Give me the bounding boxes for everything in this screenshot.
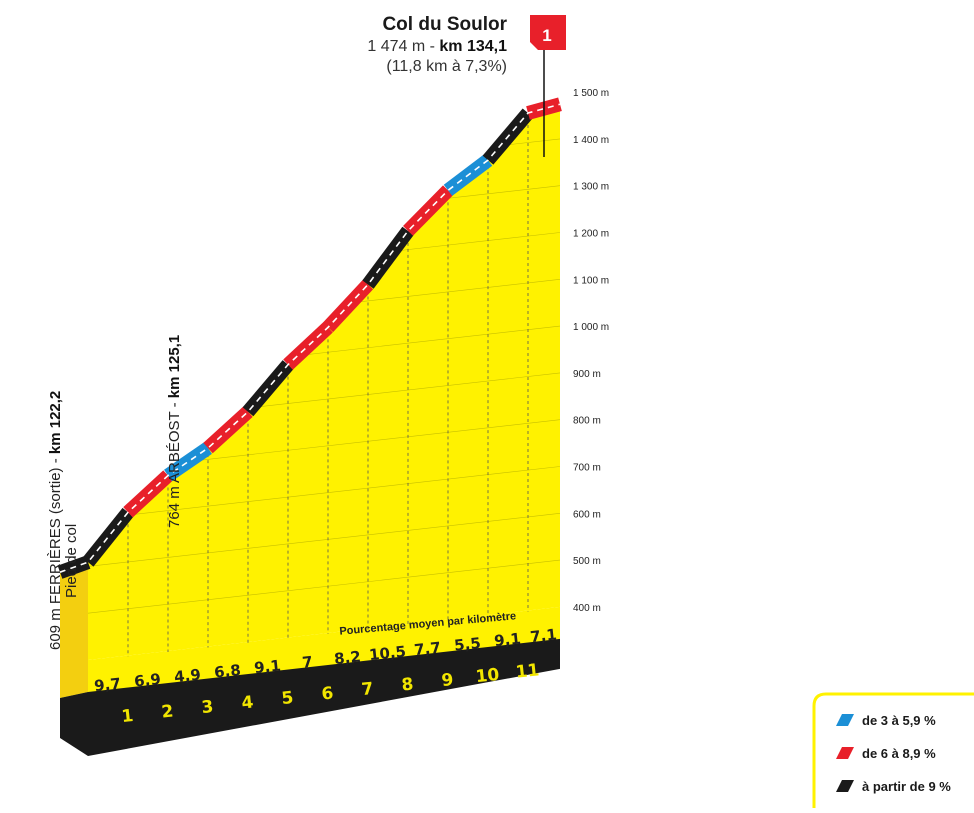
gradient-label-3: 4,9 (173, 665, 201, 686)
y-tick-label: 800 m (573, 416, 601, 427)
y-tick-label: 900 m (573, 369, 601, 380)
y-tick-label: 400 m (573, 603, 601, 614)
y-tick-label: 500 m (573, 556, 601, 567)
base-band (60, 638, 560, 756)
legend-label-1: de 3 à 5,9 % (862, 713, 936, 728)
km-label-5: 5 (281, 688, 295, 709)
km-label-8: 8 (401, 674, 415, 695)
gradient-label-1: 9,7 (93, 674, 121, 695)
mid-label-km: km 125,1 (166, 335, 183, 398)
gradient-label-7: 8,2 (333, 647, 361, 668)
legend-border (812, 692, 974, 808)
start-label-line1: 609 m FERRIÈRES (sortie) - km 122,2 (47, 391, 64, 650)
km-labels: 1 2 3 4 5 6 7 8 9 10 11 (121, 660, 541, 727)
summit-climb-info: (11,8 km à 7,3%) (386, 58, 507, 75)
base-band-layer (60, 638, 560, 756)
km-label-11: 11 (515, 660, 541, 682)
profile-area (88, 104, 560, 660)
km-label-1: 1 (121, 706, 135, 727)
mid-label-text: 764 m ARBÉOST - km 125,1 (166, 335, 183, 528)
km-label-3: 3 (201, 697, 215, 718)
summit-name: Col du Soulor (382, 14, 507, 35)
summit-separator: - (425, 38, 439, 55)
summit-flag (530, 15, 566, 50)
km-label-4: 4 (241, 692, 255, 713)
y-tick-label: 700 m (573, 463, 601, 474)
gradient-label-5: 9,1 (253, 656, 281, 677)
gridline (88, 513, 560, 567)
gradient-labels: 9,7 6,9 4,9 6,8 9,1 7 8,2 10,5 7,7 5,5 9,1 7,1 (93, 625, 557, 695)
gradient-label-8: 10,5 (368, 642, 407, 664)
legend-label-3: à partir de 9 % (862, 779, 951, 794)
y-tick-label: 1 200 m (573, 229, 609, 240)
summit-details: 1 474 m - km 134,1 (367, 38, 507, 55)
summit-flag-number: 1 (542, 26, 551, 45)
profile-front-face (60, 562, 88, 698)
road-segment-8 (362, 226, 414, 289)
mid-label: 764 m ARBÉOST - km 125,1 (166, 335, 183, 528)
road-centre-line (59, 103, 561, 573)
gridline (88, 466, 560, 520)
mid-label-prefix: 764 m ARBÉOST (166, 411, 183, 528)
y-tick-label: 1 000 m (573, 322, 609, 333)
start-label-line2: Pied de col (63, 524, 80, 598)
km-label-10: 10 (475, 665, 501, 687)
gradient-label-12: 7,1 (529, 625, 557, 646)
gridline (88, 104, 560, 146)
km-label-2: 2 (161, 701, 175, 722)
km-label-9: 9 (441, 670, 455, 691)
gradient-label-10: 5,5 (453, 634, 481, 655)
start-label-sep: - (47, 454, 64, 467)
y-tick-label: 1 300 m (573, 182, 609, 193)
start-label: 609 m FERRIÈRES (sortie) - km 122,2 Pied… (47, 391, 80, 650)
summit-km: km 134,1 (439, 38, 507, 55)
gradient-label-6: 7 (301, 653, 313, 672)
legend-label-2: de 6 à 8,9 % (862, 746, 936, 761)
y-axis-labels: 400 m 500 m 600 m 700 m 800 m 900 m 1 000 m 1 1… (573, 88, 609, 614)
gradient-label-9: 7,7 (413, 638, 441, 659)
gridline (88, 559, 560, 614)
legend-swatch-2 (836, 747, 854, 759)
mid-label-sep: - (166, 398, 183, 411)
legend-items: de 3 à 5,9 % de 6 à 8,9 % à partir de 9 % (836, 713, 951, 794)
start-label-km: km 122,2 (47, 391, 64, 454)
legend: de 3 à 5,9 % de 6 à 8,9 % à partir de 9 % (812, 692, 974, 808)
start-label-prefix: 609 m FERRIÈRES (sortie) (47, 467, 64, 650)
y-tick-label: 1 500 m (573, 88, 609, 99)
km-label-6: 6 (321, 683, 335, 704)
gradient-label-2: 6,9 (133, 670, 161, 691)
gradient-label-4: 6,8 (213, 661, 241, 682)
km-dashed-lines (127, 119, 529, 657)
summit-altitude: 1 474 m (367, 38, 425, 55)
road-segments-layer (57, 97, 562, 579)
y-tick-label: 600 m (573, 509, 601, 520)
road-segment-1 (82, 507, 134, 567)
gradient-label-11: 9,1 (493, 629, 521, 650)
legend-swatch-1 (836, 714, 854, 726)
legend-swatch-3 (836, 780, 854, 792)
y-tick-label: 1 400 m (573, 135, 609, 146)
y-tick-label: 1 100 m (573, 275, 609, 286)
km-label-7: 7 (361, 679, 375, 700)
